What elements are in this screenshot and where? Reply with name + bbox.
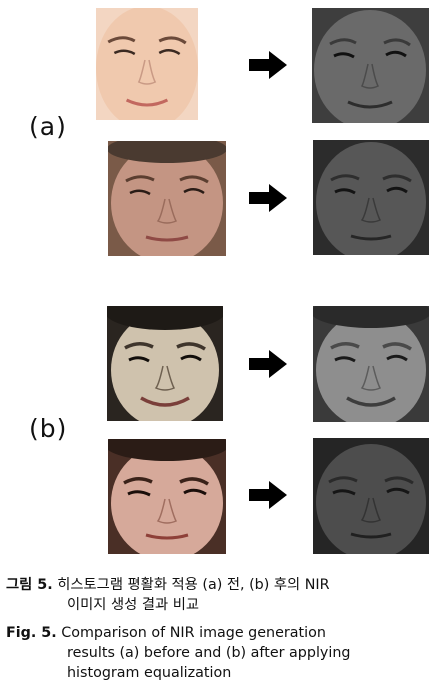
caption-en-line1: Comparison of NIR image generation	[61, 625, 326, 641]
arrow-a2	[249, 184, 287, 212]
face-b1-nir	[313, 306, 429, 422]
caption-english: Fig. 5. Comparison of NIR image generati…	[6, 623, 434, 683]
face-b1-color	[107, 306, 223, 421]
caption-ko-line1: 히스토그램 평활화 적용 (a) 전, (b) 후의 NIR	[57, 577, 330, 593]
face-a2-color	[108, 141, 226, 256]
face-b2-nir	[313, 438, 429, 554]
caption-en-line2: results (a) before and (b) after applyin…	[67, 645, 351, 661]
group-label-b: (b)	[29, 414, 68, 443]
face-b2-color	[108, 439, 226, 554]
face-a1-color	[96, 8, 198, 120]
caption-ko-line2: 이미지 생성 결과 비교	[67, 597, 200, 613]
arrow-b1	[249, 350, 287, 378]
caption-ko-prefix: 그림 5.	[6, 577, 53, 593]
face-a2-nir	[313, 140, 429, 255]
caption-en-line3: histogram equalization	[67, 665, 232, 681]
caption-korean: 그림 5. 히스토그램 평활화 적용 (a) 전, (b) 후의 NIR 이미지…	[6, 575, 434, 615]
caption-en-prefix: Fig. 5.	[6, 625, 57, 641]
arrow-b2	[249, 481, 287, 509]
group-label-a: (a)	[29, 112, 67, 141]
face-a1-nir	[312, 8, 429, 123]
arrow-a1	[249, 51, 287, 79]
